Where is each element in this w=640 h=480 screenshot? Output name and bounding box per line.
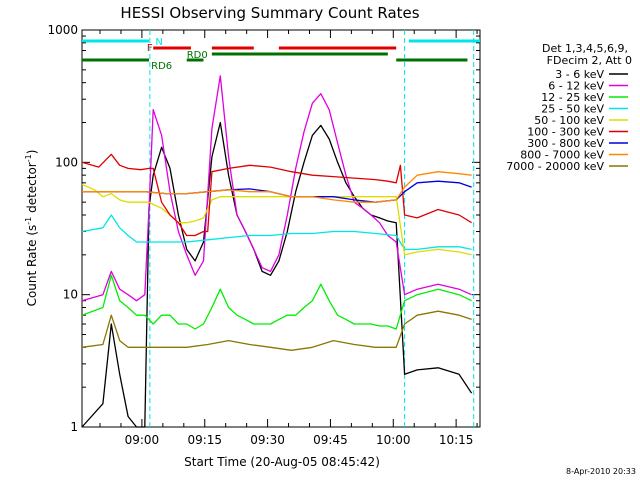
chart-title: HESSI Observing Summary Count Rates bbox=[120, 4, 419, 22]
marker-label-rd0: RD0 bbox=[187, 50, 208, 61]
y-tick-label: 1000 bbox=[47, 23, 78, 37]
x-tick-label: 09:15 bbox=[187, 433, 222, 447]
legend-entry-label: 50 - 100 keV bbox=[534, 114, 604, 127]
marker-label-n: N bbox=[155, 37, 162, 48]
x-tick-label: 09:45 bbox=[313, 433, 348, 447]
legend-header-1: Det 1,3,4,5,6,9, bbox=[542, 42, 628, 55]
series-line-3 bbox=[81, 214, 472, 251]
y-axis: 1 10 100 1000 bbox=[47, 23, 480, 434]
legend-entry-label: 100 - 300 keV bbox=[527, 126, 604, 139]
legend: Det 1,3,4,5,6,9, FDecim 2, Att 0 3 - 6 k… bbox=[506, 42, 632, 173]
y-axis-label: Count Rate (s-1 detector-1) bbox=[24, 150, 39, 307]
x-tick-label: 10:00 bbox=[376, 433, 411, 447]
series-line-5 bbox=[81, 153, 472, 237]
x-tick-label: 09:30 bbox=[250, 433, 285, 447]
legend-entry-label: 800 - 7000 keV bbox=[520, 149, 604, 162]
y-tick-label: 100 bbox=[55, 155, 78, 169]
series-line-4 bbox=[81, 183, 472, 256]
x-tick-label: 10:15 bbox=[439, 433, 474, 447]
legend-header-2: FDecim 2, Att 0 bbox=[547, 54, 632, 67]
y-axis-label-end: ) bbox=[25, 150, 39, 155]
legend-entry-label: 12 - 25 keV bbox=[541, 91, 604, 104]
y-axis-label-mid: detector bbox=[25, 162, 39, 217]
y-axis-label-sup2: -1 bbox=[24, 154, 33, 162]
legend-entry-label: 300 - 800 keV bbox=[527, 137, 604, 150]
y-axis-label-sup1: -1 bbox=[24, 217, 33, 225]
mode-markers: NFRD0RD6 bbox=[82, 37, 480, 72]
y-tick-label: 1 bbox=[70, 420, 78, 434]
series-lines bbox=[81, 75, 473, 428]
y-axis-label-main: Count Rate (s bbox=[25, 225, 39, 307]
y-tick-label: 10 bbox=[63, 288, 78, 302]
series-line-2 bbox=[81, 274, 472, 330]
plot-frame bbox=[81, 29, 481, 428]
legend-entry-label: 7000 - 20000 keV bbox=[506, 160, 604, 173]
x-tick-label: 09:00 bbox=[125, 433, 160, 447]
timestamp: 8-Apr-2010 20:33 bbox=[566, 467, 636, 476]
legend-entry-label: 25 - 50 keV bbox=[541, 103, 604, 116]
x-axis: 09:00 09:15 09:30 09:45 10:00 10:15 bbox=[99, 30, 478, 447]
series-line-7 bbox=[82, 171, 472, 203]
legend-entry-label: 3 - 6 keV bbox=[555, 68, 604, 81]
legend-entry-label: 6 - 12 keV bbox=[548, 80, 604, 93]
interval-lines bbox=[149, 30, 475, 427]
marker-label-rd6: RD6 bbox=[151, 61, 172, 72]
x-axis-label: Start Time (20-Aug-05 08:45:42) bbox=[184, 455, 380, 469]
series-line-8 bbox=[81, 310, 472, 351]
series-line-1 bbox=[81, 75, 472, 302]
